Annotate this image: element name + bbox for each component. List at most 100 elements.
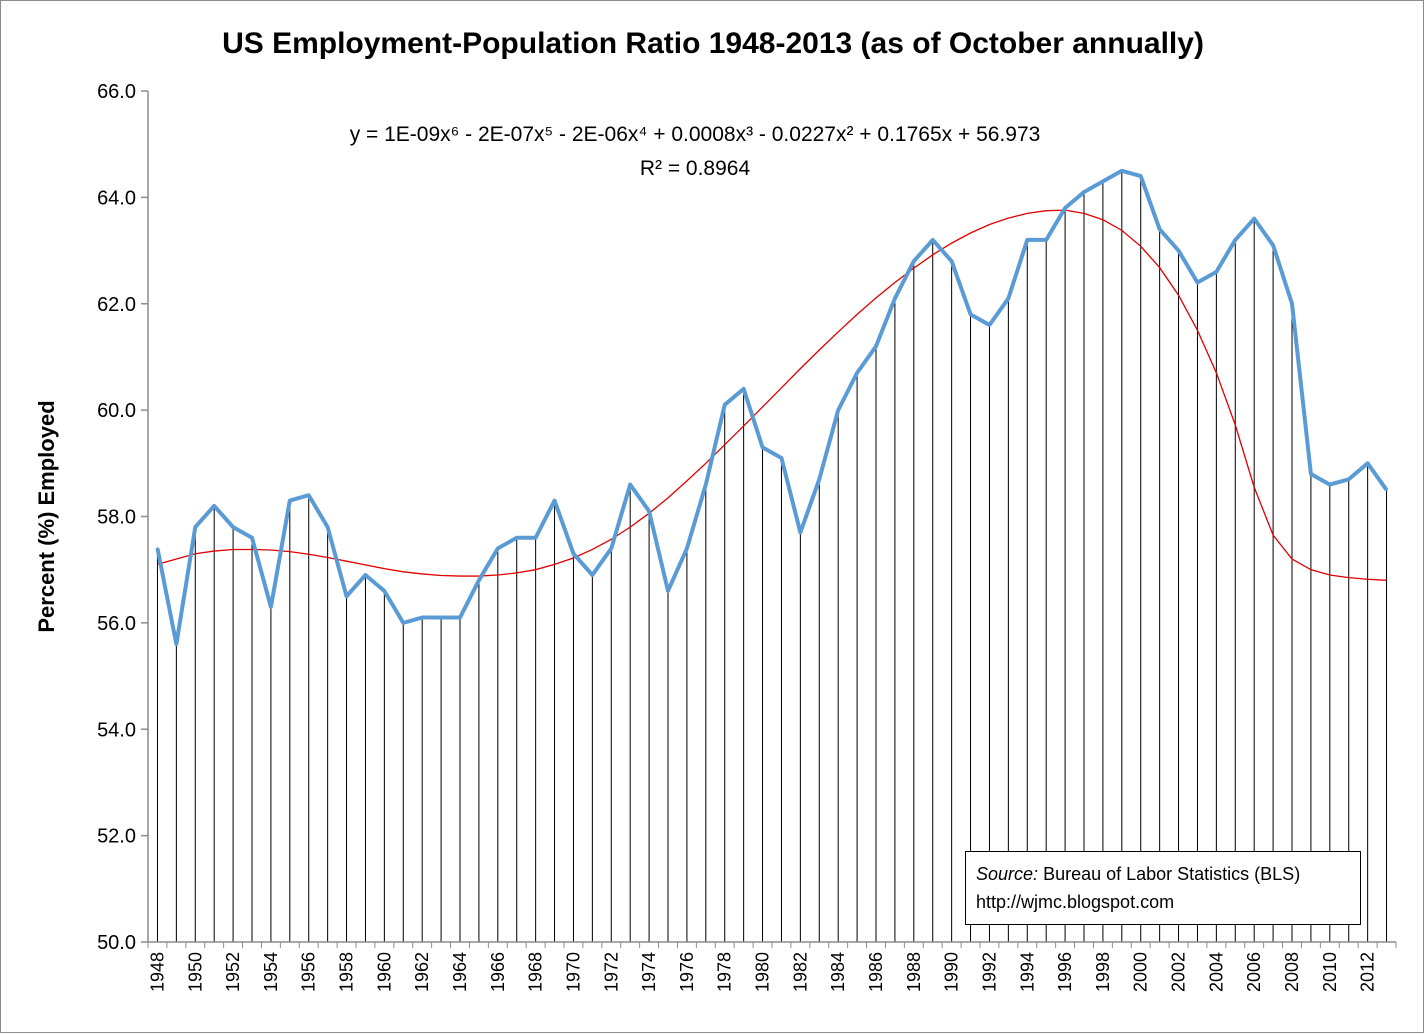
series-layer	[155, 168, 1389, 647]
data-point	[1177, 249, 1180, 252]
data-point	[1309, 472, 1313, 476]
data-point	[572, 552, 575, 555]
data-point	[628, 483, 632, 486]
x-tick-label: 1982	[790, 952, 810, 992]
x-tick-label: 1958	[337, 952, 357, 992]
data-point	[1063, 206, 1067, 210]
data-point	[1271, 244, 1275, 247]
data-point	[969, 313, 972, 316]
x-tick-label: 1978	[715, 952, 735, 992]
data-point	[496, 547, 500, 550]
data-point	[194, 525, 197, 529]
data-point	[326, 525, 329, 529]
data-point	[250, 536, 254, 539]
data-point	[212, 504, 216, 508]
x-tick-label: 1986	[866, 952, 886, 992]
data-point	[288, 499, 292, 502]
data-point	[1215, 270, 1218, 274]
x-tick-label: 1956	[299, 952, 319, 992]
y-tick-label: 66.0	[97, 81, 136, 103]
x-tick-label: 2006	[1244, 952, 1264, 992]
y-tick-label: 64.0	[97, 187, 136, 209]
data-point	[231, 525, 235, 529]
x-tick-label: 1976	[677, 952, 697, 992]
data-point	[855, 371, 859, 375]
data-point	[874, 345, 878, 348]
data-point	[534, 536, 537, 539]
y-tick-label: 58.0	[97, 507, 136, 529]
data-point	[988, 323, 991, 327]
x-tick-label: 1954	[261, 952, 281, 992]
x-tick-label: 1970	[563, 952, 583, 992]
x-tick-label: 1980	[753, 952, 773, 992]
data-point	[553, 499, 556, 502]
x-tick-label: 1984	[828, 952, 848, 992]
data-point	[515, 536, 518, 539]
data-point	[1101, 180, 1105, 183]
data-point	[761, 446, 764, 449]
data-point	[458, 616, 462, 619]
y-axis-label-group: Percent (%) Employed	[34, 400, 59, 632]
y-tick-label: 60.0	[97, 400, 136, 422]
chart-title: US Employment-Population Ratio 1948-2013…	[222, 27, 1204, 60]
data-point	[704, 483, 708, 486]
source-line: Source: Bureau of Labor Statistics (BLS)	[976, 860, 1350, 888]
y-tick-label: 54.0	[97, 719, 136, 741]
data-point	[175, 642, 178, 646]
source-text: Bureau of Labor Statistics (BLS)	[1043, 864, 1301, 884]
x-tick-label: 1988	[904, 952, 924, 992]
x-tick-label: 2008	[1282, 952, 1302, 992]
data-point	[1196, 281, 1199, 284]
x-tick-label: 1952	[223, 952, 243, 992]
data-point	[1252, 217, 1256, 220]
data-point	[685, 547, 689, 550]
data-point	[1366, 462, 1369, 465]
data-point	[666, 589, 670, 593]
y-tick-label: 52.0	[97, 826, 136, 848]
data-point	[912, 260, 916, 263]
data-point	[345, 595, 348, 598]
data-point	[1290, 302, 1294, 305]
x-tick-label: 1972	[601, 952, 621, 992]
source-box: Source: Bureau of Labor Statistics (BLS)…	[965, 851, 1361, 925]
data-point	[1328, 483, 1332, 486]
data-point	[402, 621, 405, 625]
data-point	[836, 408, 840, 412]
data-point	[818, 478, 821, 481]
x-tick-label: 1990	[942, 952, 962, 992]
x-tick-label: 1948	[147, 952, 167, 992]
trendline-equation: y = 1E-09x⁶ - 2E-07x⁵ - 2E-06x⁴ + 0.0008…	[350, 123, 1041, 146]
data-point	[269, 605, 273, 609]
data-point	[780, 456, 783, 460]
x-tick-label: 2002	[1169, 952, 1189, 992]
source-label: Source:	[976, 864, 1039, 884]
y-axis-label: Percent (%) Employed	[34, 400, 59, 632]
data-point	[893, 297, 897, 300]
x-tick-label: 1962	[412, 952, 432, 992]
data-point	[1120, 169, 1124, 172]
data-point	[1007, 297, 1010, 300]
x-tick-label: 1994	[1017, 952, 1037, 992]
x-tick-label: 2012	[1358, 952, 1378, 992]
data-point	[591, 573, 594, 577]
x-tick-label: 1966	[488, 952, 508, 992]
x-tick-labels: 1948 1950 1952 1954 1956 1958 1960 1962 1964 1966…	[147, 952, 1377, 992]
data-point	[931, 238, 934, 242]
y-tick-label: 56.0	[97, 613, 136, 635]
data-point	[420, 616, 424, 619]
data-point	[1026, 238, 1029, 242]
x-tick-label: 2004	[1206, 952, 1226, 992]
data-point	[307, 494, 310, 497]
data-point	[1347, 478, 1350, 481]
data-point	[1044, 238, 1048, 242]
data-point	[1082, 190, 1086, 194]
data-point	[1385, 488, 1388, 492]
data-point	[364, 573, 367, 577]
y-tick-label: 50.0	[97, 932, 136, 954]
x-tick-label: 1974	[639, 952, 659, 992]
trendline-layer	[157, 209, 1387, 581]
x-tick-label: 1964	[450, 952, 470, 992]
data-point	[742, 387, 745, 391]
data-point	[723, 403, 726, 407]
